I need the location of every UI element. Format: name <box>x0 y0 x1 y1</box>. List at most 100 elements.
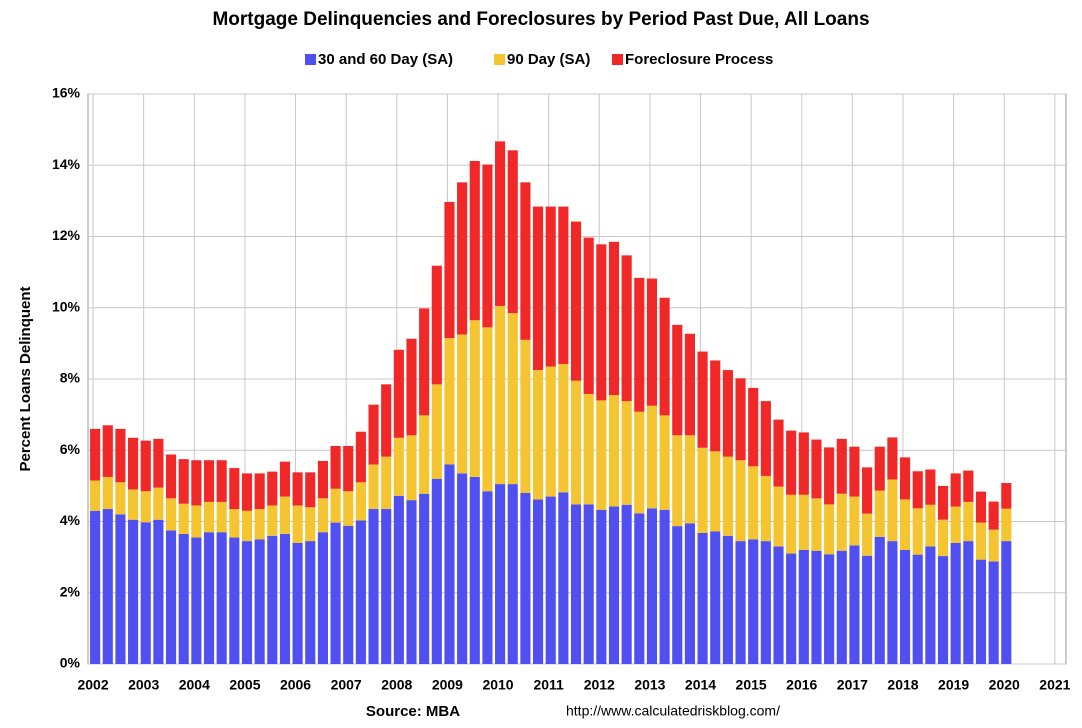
bar-segment <box>115 514 126 664</box>
bar-segment <box>1001 508 1012 542</box>
bar-segment <box>431 478 442 664</box>
bar-segment <box>406 338 417 436</box>
bar-segment <box>646 405 658 509</box>
y-tick-label: 14% <box>52 156 81 172</box>
x-tick-label: 2009 <box>432 677 463 693</box>
bar-segment <box>495 141 506 306</box>
y-tick-label: 6% <box>60 441 81 457</box>
bar-segment <box>153 438 164 488</box>
x-tick-label: 2017 <box>837 677 868 693</box>
bar-segment <box>393 495 404 664</box>
bar-segment <box>254 539 265 664</box>
legend-swatch <box>494 54 505 65</box>
bar-segment <box>165 454 177 499</box>
bar-segment <box>279 461 291 497</box>
bar-segment <box>444 201 455 339</box>
bar-segment <box>672 526 683 664</box>
bar-segment <box>419 308 430 416</box>
bar-segment <box>241 510 253 542</box>
bar-segment <box>165 498 177 531</box>
bar-segment <box>507 313 518 485</box>
bar-segment <box>343 525 354 664</box>
bar-segment <box>457 473 468 664</box>
bar-segment <box>102 425 113 477</box>
bar-segment <box>482 327 493 492</box>
bar-segment <box>381 509 392 664</box>
bar-segment <box>419 493 430 664</box>
bar-segment <box>381 384 392 457</box>
bar-segment <box>558 206 569 365</box>
bar-segment <box>963 470 974 502</box>
x-tick-label: 2008 <box>381 677 412 693</box>
bar-segment <box>672 324 683 436</box>
bar-segment <box>862 513 873 556</box>
bar-segment <box>646 508 658 664</box>
bar-segment <box>887 479 898 542</box>
bar-segment <box>811 498 822 551</box>
bar-segment <box>90 510 101 664</box>
y-tick-label: 16% <box>52 85 81 101</box>
bar-segment <box>697 351 708 448</box>
bar-segment <box>722 370 733 457</box>
bar-segment <box>431 265 442 385</box>
bar-segment <box>128 489 139 520</box>
bar-segment <box>596 244 607 401</box>
x-tick-label: 2004 <box>179 677 210 693</box>
bar-segment <box>381 456 392 510</box>
legend-swatch <box>305 54 316 65</box>
bar-segment <box>545 496 556 664</box>
x-tick-label: 2005 <box>229 677 260 693</box>
bar-segment <box>355 482 366 521</box>
bar-segment <box>292 542 303 664</box>
bar-segment <box>165 530 177 664</box>
bar-segment <box>457 334 468 474</box>
legend-label: 90 Day (SA) <box>507 51 590 68</box>
bar-segment <box>216 532 227 664</box>
bar-segment <box>583 504 594 664</box>
bar-segment <box>849 545 860 664</box>
bar-segment <box>343 445 354 492</box>
bar-segment <box>900 457 911 500</box>
bar-segment <box>115 428 126 483</box>
bar-segment <box>254 509 265 540</box>
bar-segment <box>469 160 480 321</box>
bar-segment <box>444 338 455 465</box>
bar-segment <box>241 473 253 511</box>
bar-segment <box>305 507 316 542</box>
bar-segment <box>722 535 733 664</box>
bar-segment <box>532 499 544 664</box>
bar-segment <box>140 491 151 523</box>
x-tick-label: 2002 <box>77 677 108 693</box>
bar-segment <box>292 472 303 506</box>
x-tick-label: 2019 <box>938 677 969 693</box>
bar-segment <box>710 360 721 452</box>
bar-segment <box>330 522 341 664</box>
bar-segment <box>937 519 949 557</box>
bar-segment <box>419 415 430 494</box>
source: Source: MBA <box>366 703 460 720</box>
bar-segment <box>305 541 316 664</box>
bar-segment <box>203 532 215 664</box>
bar-segment <box>735 460 746 542</box>
bar-segment <box>963 501 974 542</box>
bar-segment <box>216 460 227 502</box>
x-tick-label: 2010 <box>482 677 513 693</box>
bar-segment <box>887 437 898 480</box>
bar-segment <box>963 541 974 664</box>
bar-segment <box>988 529 999 562</box>
bar-segment <box>368 404 379 465</box>
y-tick-label: 10% <box>52 298 81 314</box>
bar-segment <box>191 460 202 506</box>
bar-segment <box>115 482 126 515</box>
bar-segment <box>178 459 189 504</box>
bar-segment <box>608 506 620 664</box>
bar-segment <box>406 500 417 664</box>
bar-segment <box>469 320 480 477</box>
bar-segment <box>153 519 164 664</box>
bar-segment <box>811 439 822 499</box>
bar-segment <box>355 431 366 483</box>
bar-segment <box>406 435 417 501</box>
bar-segment <box>229 509 240 538</box>
bar-segment <box>710 531 721 664</box>
